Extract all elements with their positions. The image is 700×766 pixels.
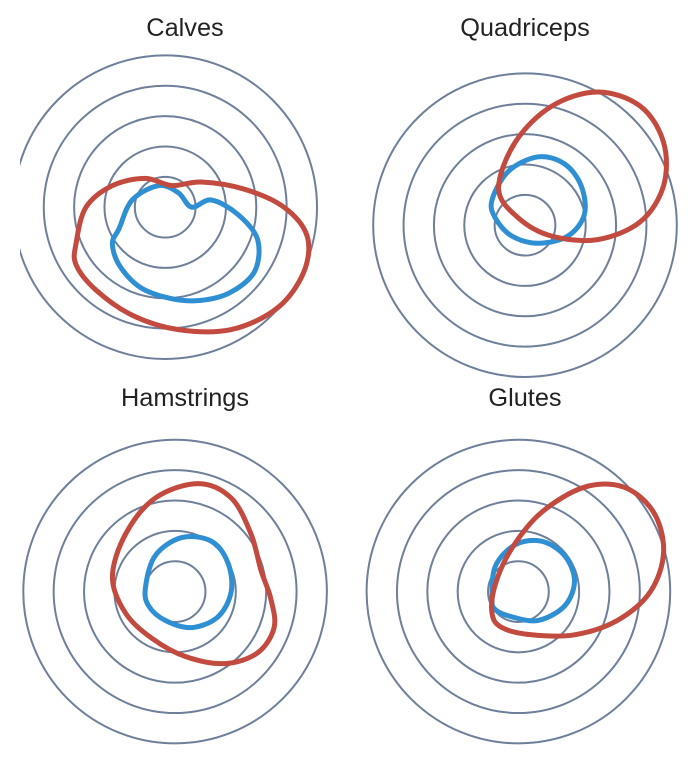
series-red [74, 178, 309, 331]
series-blue [492, 540, 575, 621]
panel-title-quadriceps: Quadriceps [360, 14, 690, 43]
grid-ring [54, 470, 297, 713]
panel-calves: Calves [20, 20, 350, 380]
panel-title-hamstrings: Hamstrings [20, 384, 350, 413]
figure: Calves Quadriceps Hamstrings Glutes [0, 0, 700, 766]
panel-svg-quadriceps [360, 20, 690, 380]
grid-ring [23, 440, 327, 744]
grid-ring [44, 86, 287, 329]
grid-ring [427, 501, 609, 683]
series-red [112, 484, 274, 664]
panel-title-glutes: Glutes [360, 384, 690, 413]
grid-ring [397, 470, 640, 713]
panel-title-calves: Calves [20, 14, 350, 43]
panel-hamstrings: Hamstrings [20, 390, 350, 750]
panel-svg-glutes [360, 390, 690, 750]
panel-quadriceps: Quadriceps [360, 20, 690, 380]
grid-ring [104, 146, 225, 267]
panel-svg-calves [20, 20, 350, 380]
grid-ring [84, 501, 266, 683]
panel-glutes: Glutes [360, 390, 690, 750]
panel-svg-hamstrings [20, 390, 350, 750]
series-blue [145, 537, 232, 628]
